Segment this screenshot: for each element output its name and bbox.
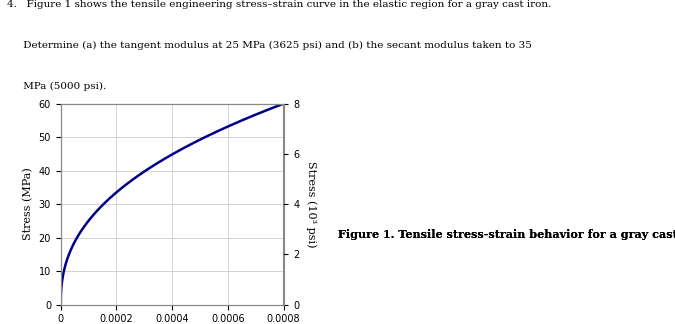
- Text: Figure 1. Tensile stress-strain behavior for a gray cast iron.: Figure 1. Tensile stress-strain behavior…: [338, 229, 675, 240]
- Text: 4.   Figure 1 shows the tensile engineering stress–strain curve in the elastic r: 4. Figure 1 shows the tensile engineerin…: [7, 0, 551, 9]
- Y-axis label: Stress (MPa): Stress (MPa): [23, 168, 33, 240]
- Y-axis label: Stress (10³ psi): Stress (10³ psi): [306, 161, 316, 247]
- Text: Determine (a) the tangent modulus at 25 MPa (3625 psi) and (b) the secant modulu: Determine (a) the tangent modulus at 25 …: [7, 41, 532, 50]
- Text: Figure 1. Tensile stress-strain behavior for a gray cast iron.: Figure 1. Tensile stress-strain behavior…: [338, 229, 675, 240]
- Text: MPa (5000 psi).: MPa (5000 psi).: [7, 82, 106, 91]
